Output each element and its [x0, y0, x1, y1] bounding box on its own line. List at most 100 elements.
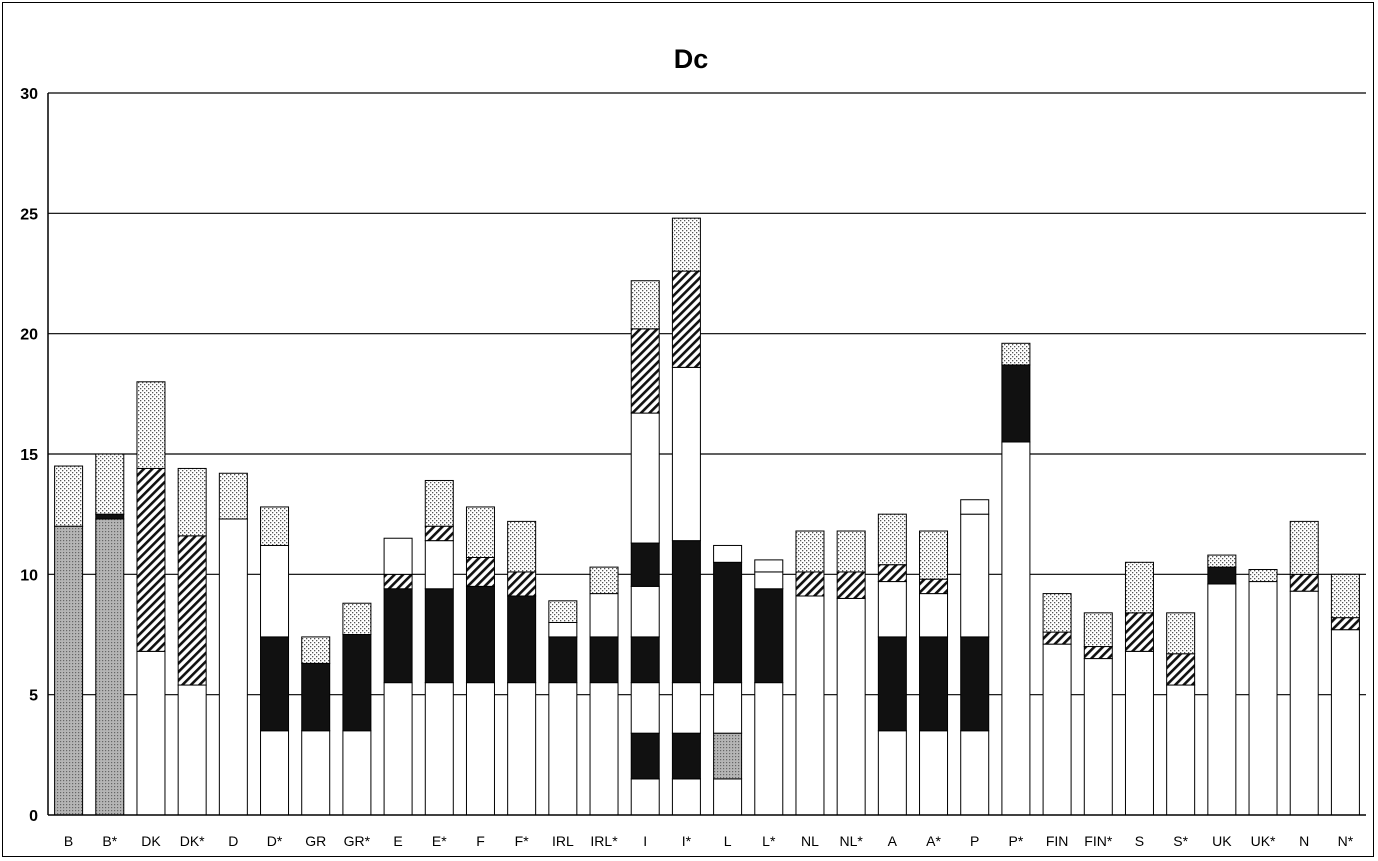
bar-segment-dots	[836, 530, 866, 573]
x-tick-label: E	[393, 833, 402, 849]
bar-segment-dark	[630, 732, 660, 780]
bar-segment-dots	[342, 602, 372, 635]
bar-segment-hatch	[1042, 631, 1072, 645]
bar-segment-dark	[589, 636, 619, 684]
bar-segment-hatch	[1083, 646, 1113, 660]
bar-segment-dots	[1042, 593, 1072, 633]
bar-stack	[342, 602, 372, 816]
x-tick-label: DK	[141, 833, 161, 849]
y-tick-label: 15	[20, 447, 38, 464]
bar-segment-white	[754, 682, 784, 816]
x-tick-label: A	[888, 833, 898, 849]
bar-segment-dots	[671, 217, 701, 272]
x-tick-label: IRL*	[590, 833, 618, 849]
bar-stack	[960, 499, 990, 816]
bar-segment-hatch	[1289, 573, 1319, 592]
x-tick-label: F	[476, 833, 485, 849]
bar-segment-hatch	[424, 525, 454, 542]
x-tick-label: IRL	[552, 833, 574, 849]
x-tick-label: A*	[926, 833, 941, 849]
bar-segment-dots	[1207, 554, 1237, 568]
bar-stack	[630, 280, 660, 816]
bar-segment-white	[136, 650, 166, 816]
bar-segment-white	[919, 730, 949, 816]
bar-segment-dots	[424, 479, 454, 527]
x-tick-label: D	[228, 833, 238, 849]
bar-segment-dots	[630, 280, 660, 330]
bar-segment-dark	[301, 662, 331, 732]
bar-segment-white	[713, 544, 743, 563]
bar-stack	[836, 530, 866, 816]
bar-stack	[424, 479, 454, 816]
bar-segment-white	[630, 778, 660, 816]
bar-segment-white	[1207, 583, 1237, 816]
bar-stack	[218, 472, 248, 816]
bar-segment-hatch	[836, 571, 866, 599]
chart-title: Dc	[674, 44, 709, 74]
x-tick-label: GR	[305, 833, 326, 849]
bar-stack	[260, 506, 290, 816]
bar-stack	[754, 559, 784, 816]
x-tick-label: NL	[801, 833, 819, 849]
y-tick-label: 30	[20, 86, 38, 103]
bar-segment-dark	[465, 585, 495, 684]
bar-stack	[1001, 342, 1031, 816]
bar-segment-white	[548, 621, 578, 638]
y-tick-label: 5	[29, 688, 38, 705]
x-tick-label: GR*	[344, 833, 371, 849]
bar-segment-dots	[1083, 612, 1113, 648]
bar-segment-hatch	[1124, 612, 1154, 652]
bar-stack	[589, 566, 619, 816]
bar-segment-dots	[1124, 561, 1154, 614]
bar-stack	[54, 465, 84, 816]
bar-segment-dark	[424, 588, 454, 684]
bar-segment-dots	[465, 506, 495, 558]
bar-segment-white	[1248, 581, 1278, 816]
x-tick-label: S	[1135, 833, 1144, 849]
bar-segment-white	[836, 597, 866, 816]
bar-segment-white	[424, 682, 454, 816]
bar-segment-white	[177, 684, 207, 816]
bar-segment-white	[383, 537, 413, 575]
bar-stack	[795, 530, 825, 816]
bar-segment-white	[713, 682, 743, 734]
bar-segment-hatch	[671, 270, 701, 368]
bar-segment-white	[1330, 629, 1360, 816]
x-tick-label: UK*	[1251, 833, 1276, 849]
bar-segment-hatch	[919, 578, 949, 595]
x-tick-label: L*	[762, 833, 776, 849]
bar-segment-white	[424, 540, 454, 590]
bar-segment-white	[260, 544, 290, 638]
bar-segment-white	[548, 682, 578, 816]
x-tick-label: P*	[1009, 833, 1024, 849]
bar-segment-white	[754, 559, 784, 573]
bar-segment-dots	[177, 467, 207, 537]
bar-segment-white	[960, 730, 990, 816]
bar-segment-white	[342, 730, 372, 816]
bar-segment-white	[507, 682, 537, 816]
bar-segment-dark	[1001, 364, 1031, 443]
bar-stack	[1124, 561, 1154, 816]
x-tick-label: I	[643, 833, 647, 849]
bar-segment-white	[1083, 658, 1113, 816]
bar-segment-dark	[713, 561, 743, 684]
bar-segment-white	[671, 778, 701, 816]
bar-segment-hatch	[877, 564, 907, 583]
bar-stack	[1083, 612, 1113, 816]
bar-segment-grey	[95, 518, 125, 816]
bar-segment-white	[301, 730, 331, 816]
bar-segment-hatch	[1330, 617, 1360, 631]
bar-stack	[507, 520, 537, 816]
bar-segment-white	[1166, 684, 1196, 816]
bar-stack	[301, 636, 331, 816]
bar-segment-white	[630, 412, 660, 544]
bar-stack	[383, 537, 413, 816]
x-tick-label: FIN*	[1084, 833, 1113, 849]
bar-segment-dark	[671, 540, 701, 684]
x-tick-label: UK	[1212, 833, 1232, 849]
bar-segment-white	[960, 513, 990, 638]
y-tick-label: 20	[20, 327, 38, 344]
bar-segment-white	[877, 730, 907, 816]
x-tick-label: L	[724, 833, 732, 849]
